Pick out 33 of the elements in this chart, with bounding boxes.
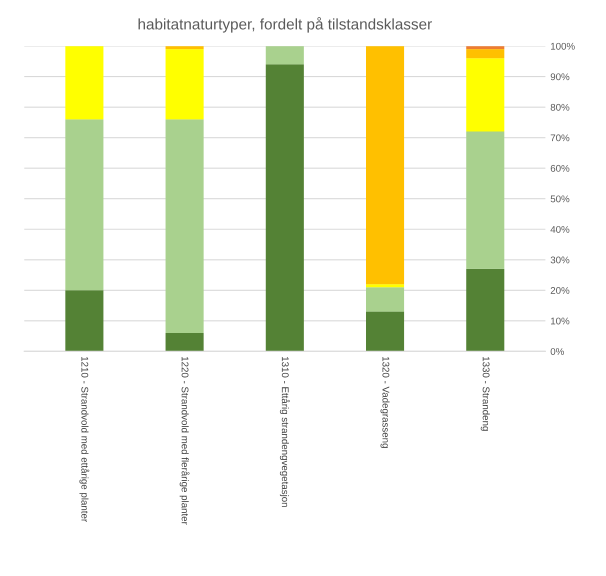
bar	[466, 58, 504, 132]
x-tick-label: 1220 - Strandvold med flerårige planter	[180, 356, 190, 525]
y-tick-label: 0%	[550, 348, 564, 355]
bar	[166, 333, 204, 352]
chart-title: habitatnaturtyper, fordelt på tilstandsklasser	[138, 17, 432, 33]
y-tick-label: 70%	[550, 134, 570, 142]
y-tick-label: 80%	[550, 104, 570, 111]
bar	[466, 49, 504, 58]
x-tick-label: 1310 - Ettårig strandengvegetasjon	[280, 356, 290, 507]
bar	[166, 49, 204, 120]
bar	[366, 287, 404, 312]
y-tick-label: 50%	[550, 195, 570, 202]
bar	[166, 119, 204, 334]
bar	[466, 132, 504, 269]
bar	[266, 46, 304, 64]
bar	[466, 268, 504, 352]
y-tick-label: 20%	[550, 287, 570, 294]
bar	[266, 64, 304, 352]
x-tick-label: 1320 - Vadegrasseng	[380, 356, 390, 448]
y-tick-label: 90%	[550, 73, 570, 80]
y-tick-label: 100%	[551, 42, 575, 50]
y-tick-label: 60%	[550, 164, 570, 172]
bar	[65, 290, 104, 352]
y-tick-label: 30%	[550, 256, 570, 264]
bar	[366, 312, 404, 352]
y-tick-label: 10%	[551, 318, 570, 324]
x-tick-label: 1210 - Strandvold med ettårige planter	[79, 356, 90, 522]
x-tick-label: 1330 - Strandeng	[480, 356, 490, 431]
y-tick-label: 40%	[550, 226, 570, 233]
bar	[366, 284, 404, 288]
bar	[65, 119, 104, 290]
bar	[65, 46, 104, 120]
bar	[366, 46, 404, 284]
